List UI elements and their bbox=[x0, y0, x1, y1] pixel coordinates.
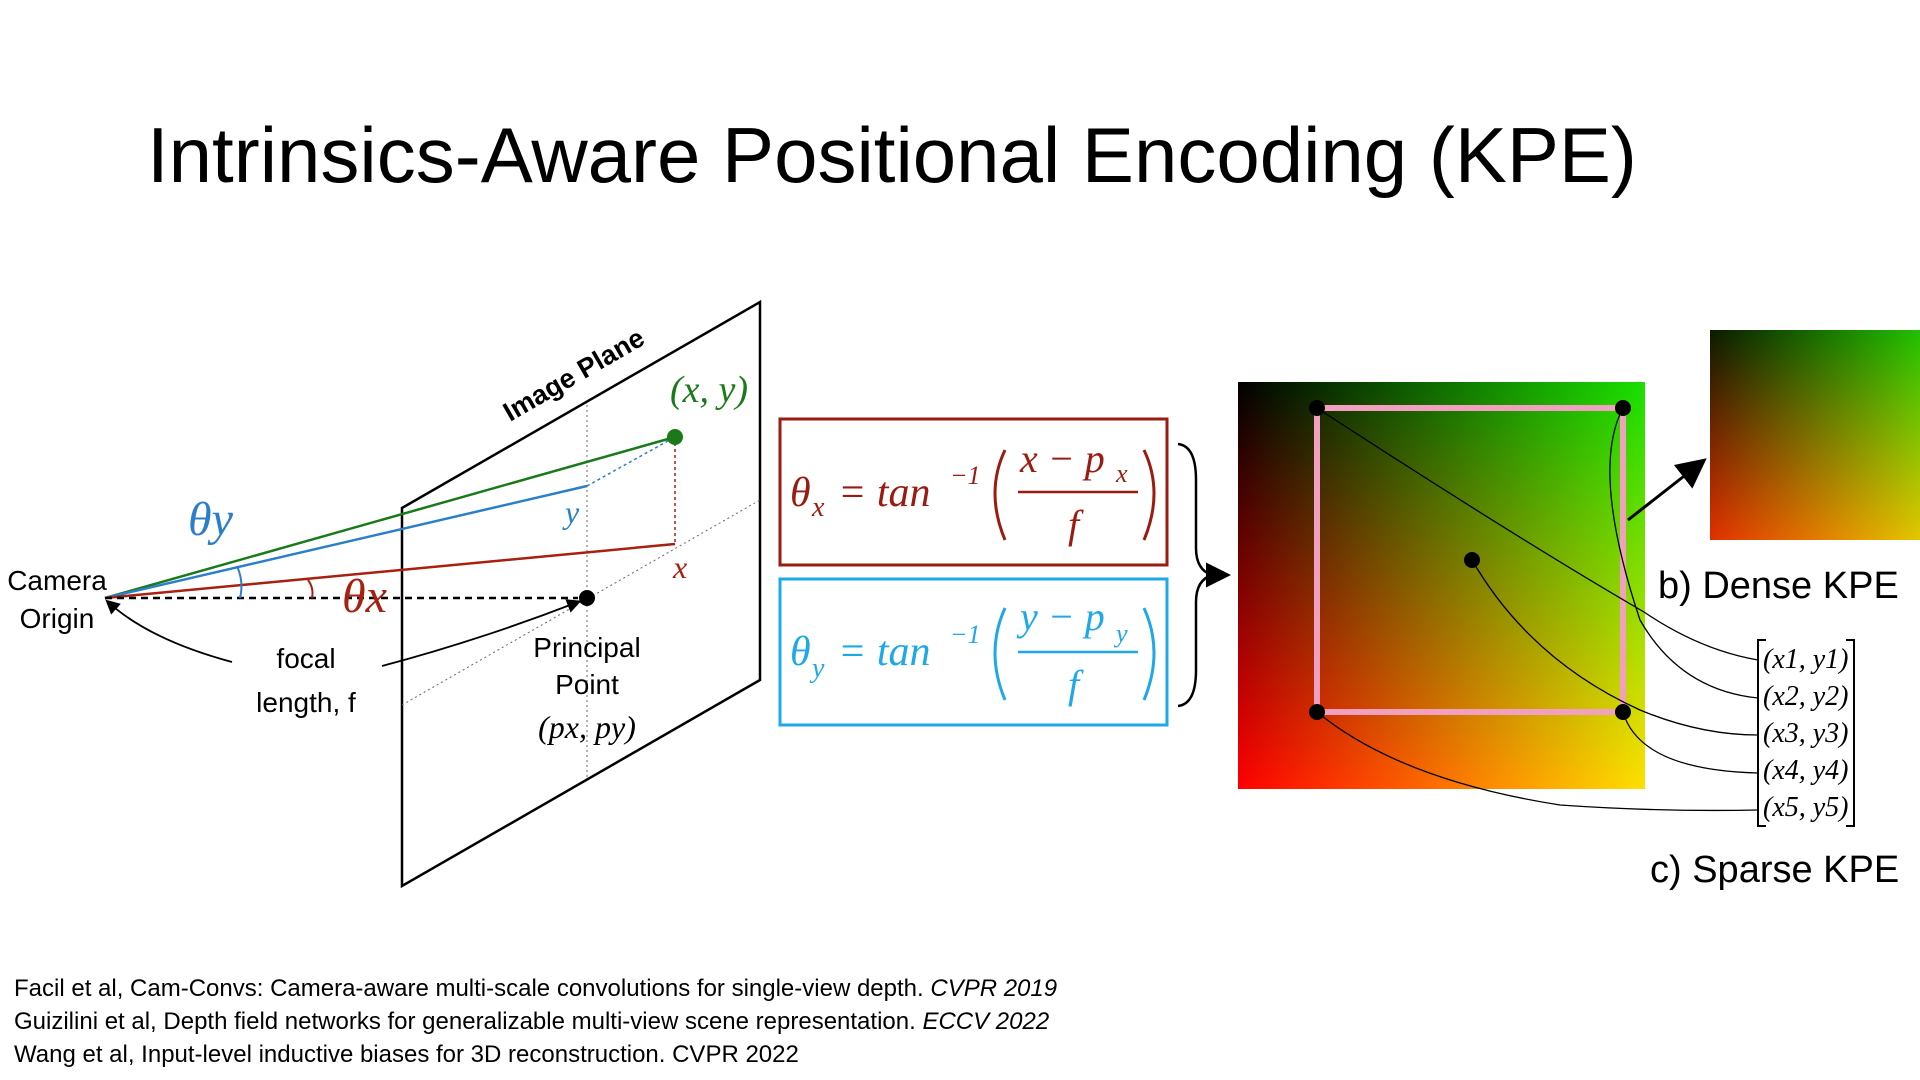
dense-arrow bbox=[1627, 458, 1707, 522]
focal-label-line2: length, f bbox=[256, 687, 356, 718]
sparse-coord-5: (x5, y5) bbox=[1763, 792, 1849, 823]
sparse-coord-2: (x2, y2) bbox=[1763, 681, 1849, 712]
theta-y-equation: θ y = tan −1 y − p y f bbox=[790, 594, 1156, 707]
blue-projection bbox=[586, 436, 676, 487]
reference-3: Wang et al, Input-level inductive biases… bbox=[14, 1041, 799, 1068]
green-ray bbox=[104, 435, 676, 600]
sparse-coord-3: (x3, y3) bbox=[1763, 718, 1849, 749]
theta-x-label: θx bbox=[342, 570, 387, 623]
matrix-left-bracket bbox=[1757, 639, 1766, 827]
svg-text:−1: −1 bbox=[950, 620, 981, 649]
image-plane bbox=[400, 299, 762, 889]
svg-text:y: y bbox=[1113, 619, 1128, 648]
sparse-coord-1: (x1, y1) bbox=[1763, 644, 1849, 675]
svg-text:= tan: = tan bbox=[838, 629, 931, 675]
sparse-coordinate-list: (x1, y1) (x2, y2) (x3, y3) (x4, y4) (x5,… bbox=[1763, 644, 1849, 823]
focal-arrow-left bbox=[105, 599, 233, 663]
principal-label-line3: (px, py) bbox=[538, 709, 636, 745]
svg-text:x: x bbox=[811, 492, 825, 523]
sparse-kpe-label: c) Sparse KPE bbox=[1650, 849, 1899, 891]
y-label: y bbox=[562, 494, 580, 530]
camera-label-line2: Origin bbox=[20, 603, 95, 634]
theta-x-equation: θ x = tan −1 x − p x f bbox=[790, 436, 1156, 547]
sparse-point-3 bbox=[1464, 552, 1480, 568]
reference-1: Facil et al, Cam-Convs: Camera-aware mul… bbox=[14, 975, 1058, 1002]
red-ray bbox=[104, 542, 676, 600]
theta-y-label: θy bbox=[188, 493, 234, 546]
image-point bbox=[667, 429, 683, 445]
x-label: x bbox=[672, 549, 687, 585]
theta-x-arc bbox=[307, 579, 314, 599]
point-label: (x, y) bbox=[670, 369, 748, 411]
dense-kpe-map bbox=[1710, 330, 1920, 540]
principal-label-line2: Point bbox=[555, 669, 619, 700]
svg-text:−1: −1 bbox=[950, 461, 981, 490]
sparse-point-2 bbox=[1615, 400, 1631, 416]
principal-label-line1: Principal bbox=[533, 632, 640, 663]
svg-text:x: x bbox=[1115, 459, 1128, 488]
svg-text:θ: θ bbox=[790, 470, 811, 516]
sparse-point-4 bbox=[1615, 704, 1631, 720]
references: Facil et al, Cam-Convs: Camera-aware mul… bbox=[14, 972, 1057, 1071]
svg-text:y: y bbox=[809, 653, 825, 684]
camera-label-line1: Camera bbox=[7, 565, 107, 596]
sparse-coord-4: (x4, y4) bbox=[1763, 755, 1849, 786]
principal-point-dot bbox=[579, 590, 595, 606]
image-plane-label: Image Plane bbox=[498, 322, 649, 427]
svg-text:θ: θ bbox=[790, 629, 811, 675]
reference-2: Guizilini et al, Depth field networks fo… bbox=[14, 1008, 1050, 1035]
kpe-map bbox=[1238, 382, 1645, 789]
svg-text:y − p: y − p bbox=[1016, 594, 1105, 639]
blue-ray bbox=[104, 484, 588, 600]
matrix-right-bracket bbox=[1846, 639, 1855, 827]
svg-text:x − p: x − p bbox=[1019, 436, 1105, 481]
slide-title: Intrinsics-Aware Positional Encoding (KP… bbox=[147, 111, 1637, 199]
focal-label-line1: focal bbox=[276, 643, 335, 674]
svg-text:= tan: = tan bbox=[838, 470, 931, 516]
focal-arrow-right bbox=[381, 599, 582, 667]
dense-kpe-label: b) Dense KPE bbox=[1658, 565, 1899, 607]
equation-brace bbox=[1177, 442, 1217, 708]
sparse-connectors bbox=[1316, 407, 1759, 812]
sparse-point-1 bbox=[1309, 400, 1325, 416]
sparse-point-5 bbox=[1309, 704, 1325, 720]
theta-y-arc bbox=[236, 565, 243, 599]
